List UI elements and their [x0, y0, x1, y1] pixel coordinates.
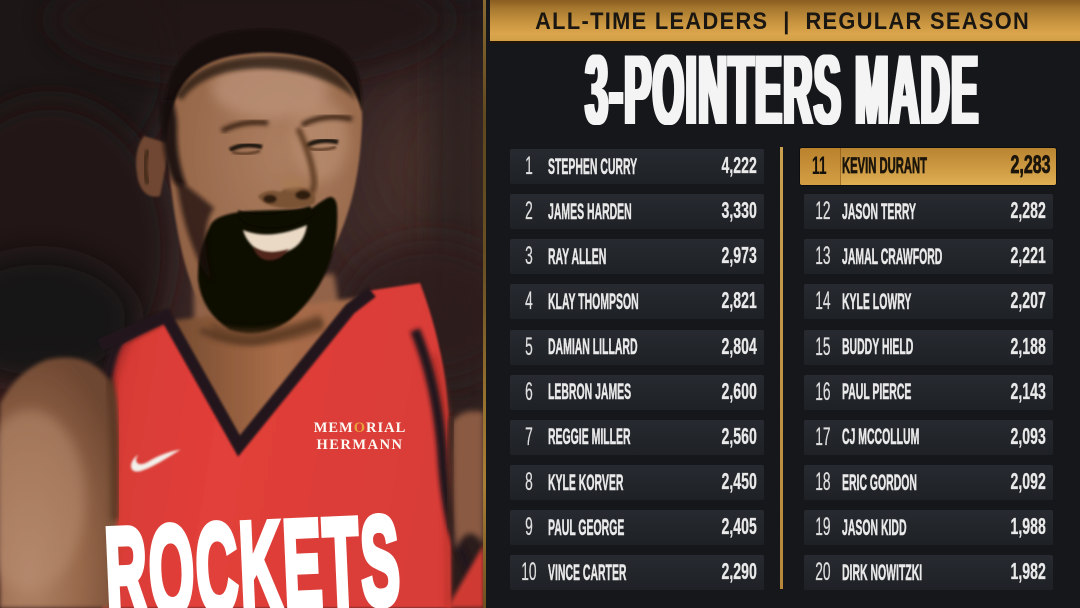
- svg-text:HERMANN: HERMANN: [316, 437, 403, 453]
- svg-text:ROCKETS: ROCKETS: [102, 489, 404, 608]
- svg-text:MEMORIAL: MEMORIAL: [314, 420, 407, 436]
